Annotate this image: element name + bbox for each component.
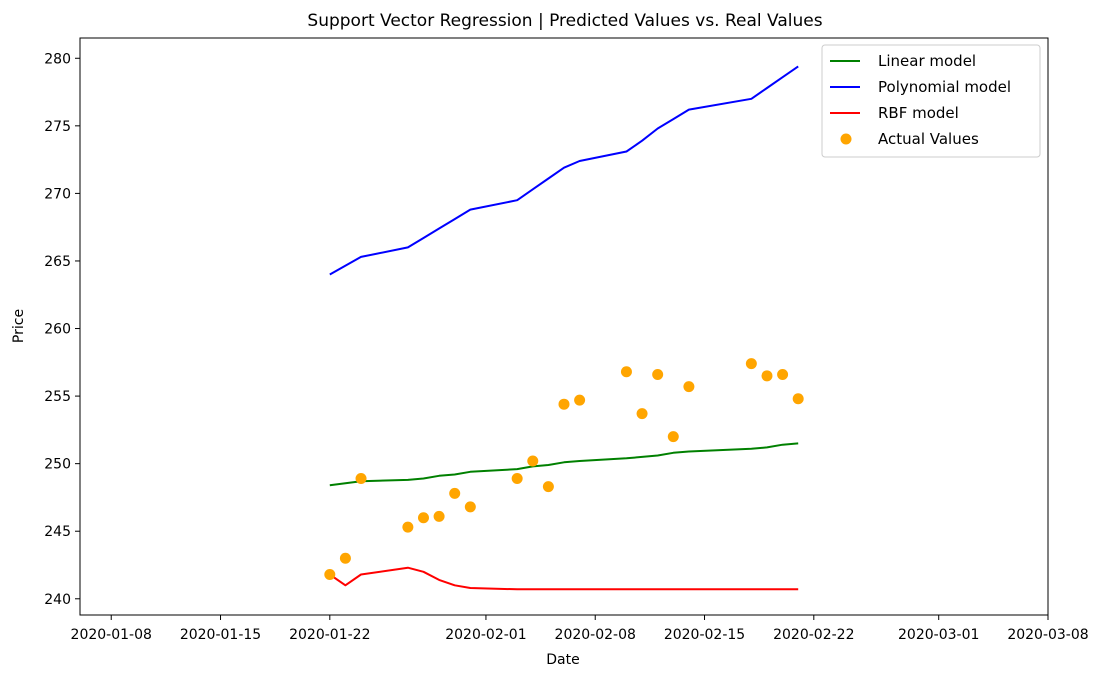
actual-values-point (636, 408, 648, 420)
x-tick-label: 2020-01-15 (180, 627, 261, 643)
actual-values-point (339, 552, 351, 564)
y-tick-label: 270 (44, 186, 71, 202)
y-tick-label: 240 (44, 592, 71, 608)
x-tick-label: 2020-02-15 (664, 627, 745, 643)
actual-values-point (652, 368, 664, 380)
actual-values-point (449, 487, 461, 499)
linear-model-line (329, 442, 799, 487)
legend-box (821, 44, 1041, 158)
plot-content (324, 65, 804, 591)
y-tick-label: 255 (44, 389, 71, 405)
x-tick-label: 2020-02-08 (555, 627, 636, 643)
x-tick-label: 2020-01-08 (71, 627, 152, 643)
actual-values-point (792, 393, 804, 405)
x-axis: 2020-01-08 2020-01-15 2020-01-22 2020-02-01… (71, 615, 1089, 643)
actual-values-point (527, 455, 539, 467)
legend-rbf-model-label: RBF model (878, 104, 959, 122)
legend-polynomial-model-label: Polynomial model (878, 78, 1011, 96)
actual-values-point (683, 381, 695, 393)
actual-values-point (542, 481, 554, 493)
plot-frame (79, 37, 1049, 616)
actual-values-point (667, 431, 679, 443)
x-tick-label: 2020-03-01 (898, 627, 979, 643)
legend-linear-model-label: Linear model (878, 52, 976, 70)
actual-values-point (464, 501, 476, 513)
y-tick-label: 250 (44, 457, 71, 473)
x-tick-label: 2020-02-01 (445, 627, 526, 643)
actual-values-point (402, 521, 414, 533)
x-tick-label: 2020-02-22 (773, 627, 854, 643)
y-tick-label: 280 (44, 51, 71, 67)
actual-values-point (511, 473, 523, 485)
actual-values-point (620, 366, 632, 378)
y-tick-label: 260 (44, 322, 71, 338)
rbf-model-line (329, 566, 799, 591)
actual-values-point (355, 473, 367, 485)
legend: Linear model Polynomial model RBF model Act… (821, 44, 1041, 158)
actual-values-point (745, 358, 757, 370)
x-tick-label: 2020-01-22 (289, 627, 370, 643)
legend-actual-values-swatch (840, 133, 852, 145)
chart-title: Support Vector Regression | Predicted Va… (307, 11, 822, 31)
actual-values-point (761, 370, 773, 382)
actual-values-point (558, 398, 570, 410)
y-axis: 240 245 250 255 260 265 270 275 280 (44, 51, 80, 608)
y-tick-label: 245 (44, 524, 71, 540)
x-tick-label: 2020-03-08 (1007, 627, 1088, 643)
y-axis-label: Price (11, 309, 27, 343)
actual-values-point (574, 394, 586, 406)
polynomial-model-line (329, 65, 799, 276)
legend-actual-values-label: Actual Values (878, 130, 979, 148)
actual-values-point (417, 512, 429, 524)
x-axis-label: Date (546, 652, 579, 668)
actual-values-point (324, 568, 336, 580)
actual-values-point (433, 510, 445, 522)
actual-values-point (777, 368, 789, 380)
y-tick-label: 265 (44, 254, 71, 270)
y-tick-label: 275 (44, 119, 71, 135)
